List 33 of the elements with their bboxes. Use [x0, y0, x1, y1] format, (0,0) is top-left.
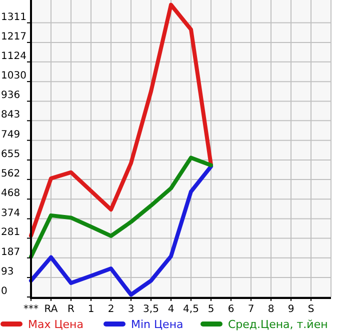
y-tick-label: 749	[1, 129, 20, 140]
legend-label: Max Цена	[28, 318, 84, 331]
x-tick-label: 8	[268, 304, 274, 315]
x-tick-label: 6	[228, 304, 234, 315]
y-tick-label: 843	[1, 110, 20, 121]
x-tick-label: R	[68, 304, 75, 315]
y-tick-label: 0	[1, 286, 8, 297]
y-tick-label: 1124	[1, 50, 26, 62]
y-tick-label: 1217	[1, 31, 26, 42]
y-tick-label: 468	[1, 188, 20, 200]
x-tick-label: 4,5	[183, 304, 199, 315]
y-tick-label: 655	[1, 149, 20, 160]
x-tick-label: RA	[44, 304, 58, 315]
x-tick-label: ***	[24, 304, 38, 315]
x-tick-label: 3	[128, 304, 134, 315]
x-tick-label: 7	[248, 304, 254, 315]
x-tick-label: 3,5	[143, 304, 159, 315]
x-tick-label: S	[308, 304, 314, 315]
y-tick-label: 562	[1, 168, 20, 180]
legend-label: Min Цена	[131, 318, 184, 331]
x-tick-label: 4	[168, 304, 174, 315]
x-tick-label: 5	[208, 304, 214, 315]
y-tick-label: 1030	[1, 70, 26, 82]
x-tick-label: 1	[88, 304, 94, 315]
y-tick-label: 187	[1, 246, 20, 258]
y-tick-label: 1311	[1, 12, 26, 23]
x-tick-label: 2	[108, 304, 114, 315]
y-tick-label: 936	[1, 90, 20, 102]
y-tick-label: 281	[1, 227, 20, 238]
y-tick-label: 93	[1, 266, 14, 278]
x-tick-label: 9	[288, 304, 294, 315]
legend-label: Сред.Цена, т.йен	[228, 318, 328, 331]
y-tick-label: 374	[1, 208, 20, 219]
